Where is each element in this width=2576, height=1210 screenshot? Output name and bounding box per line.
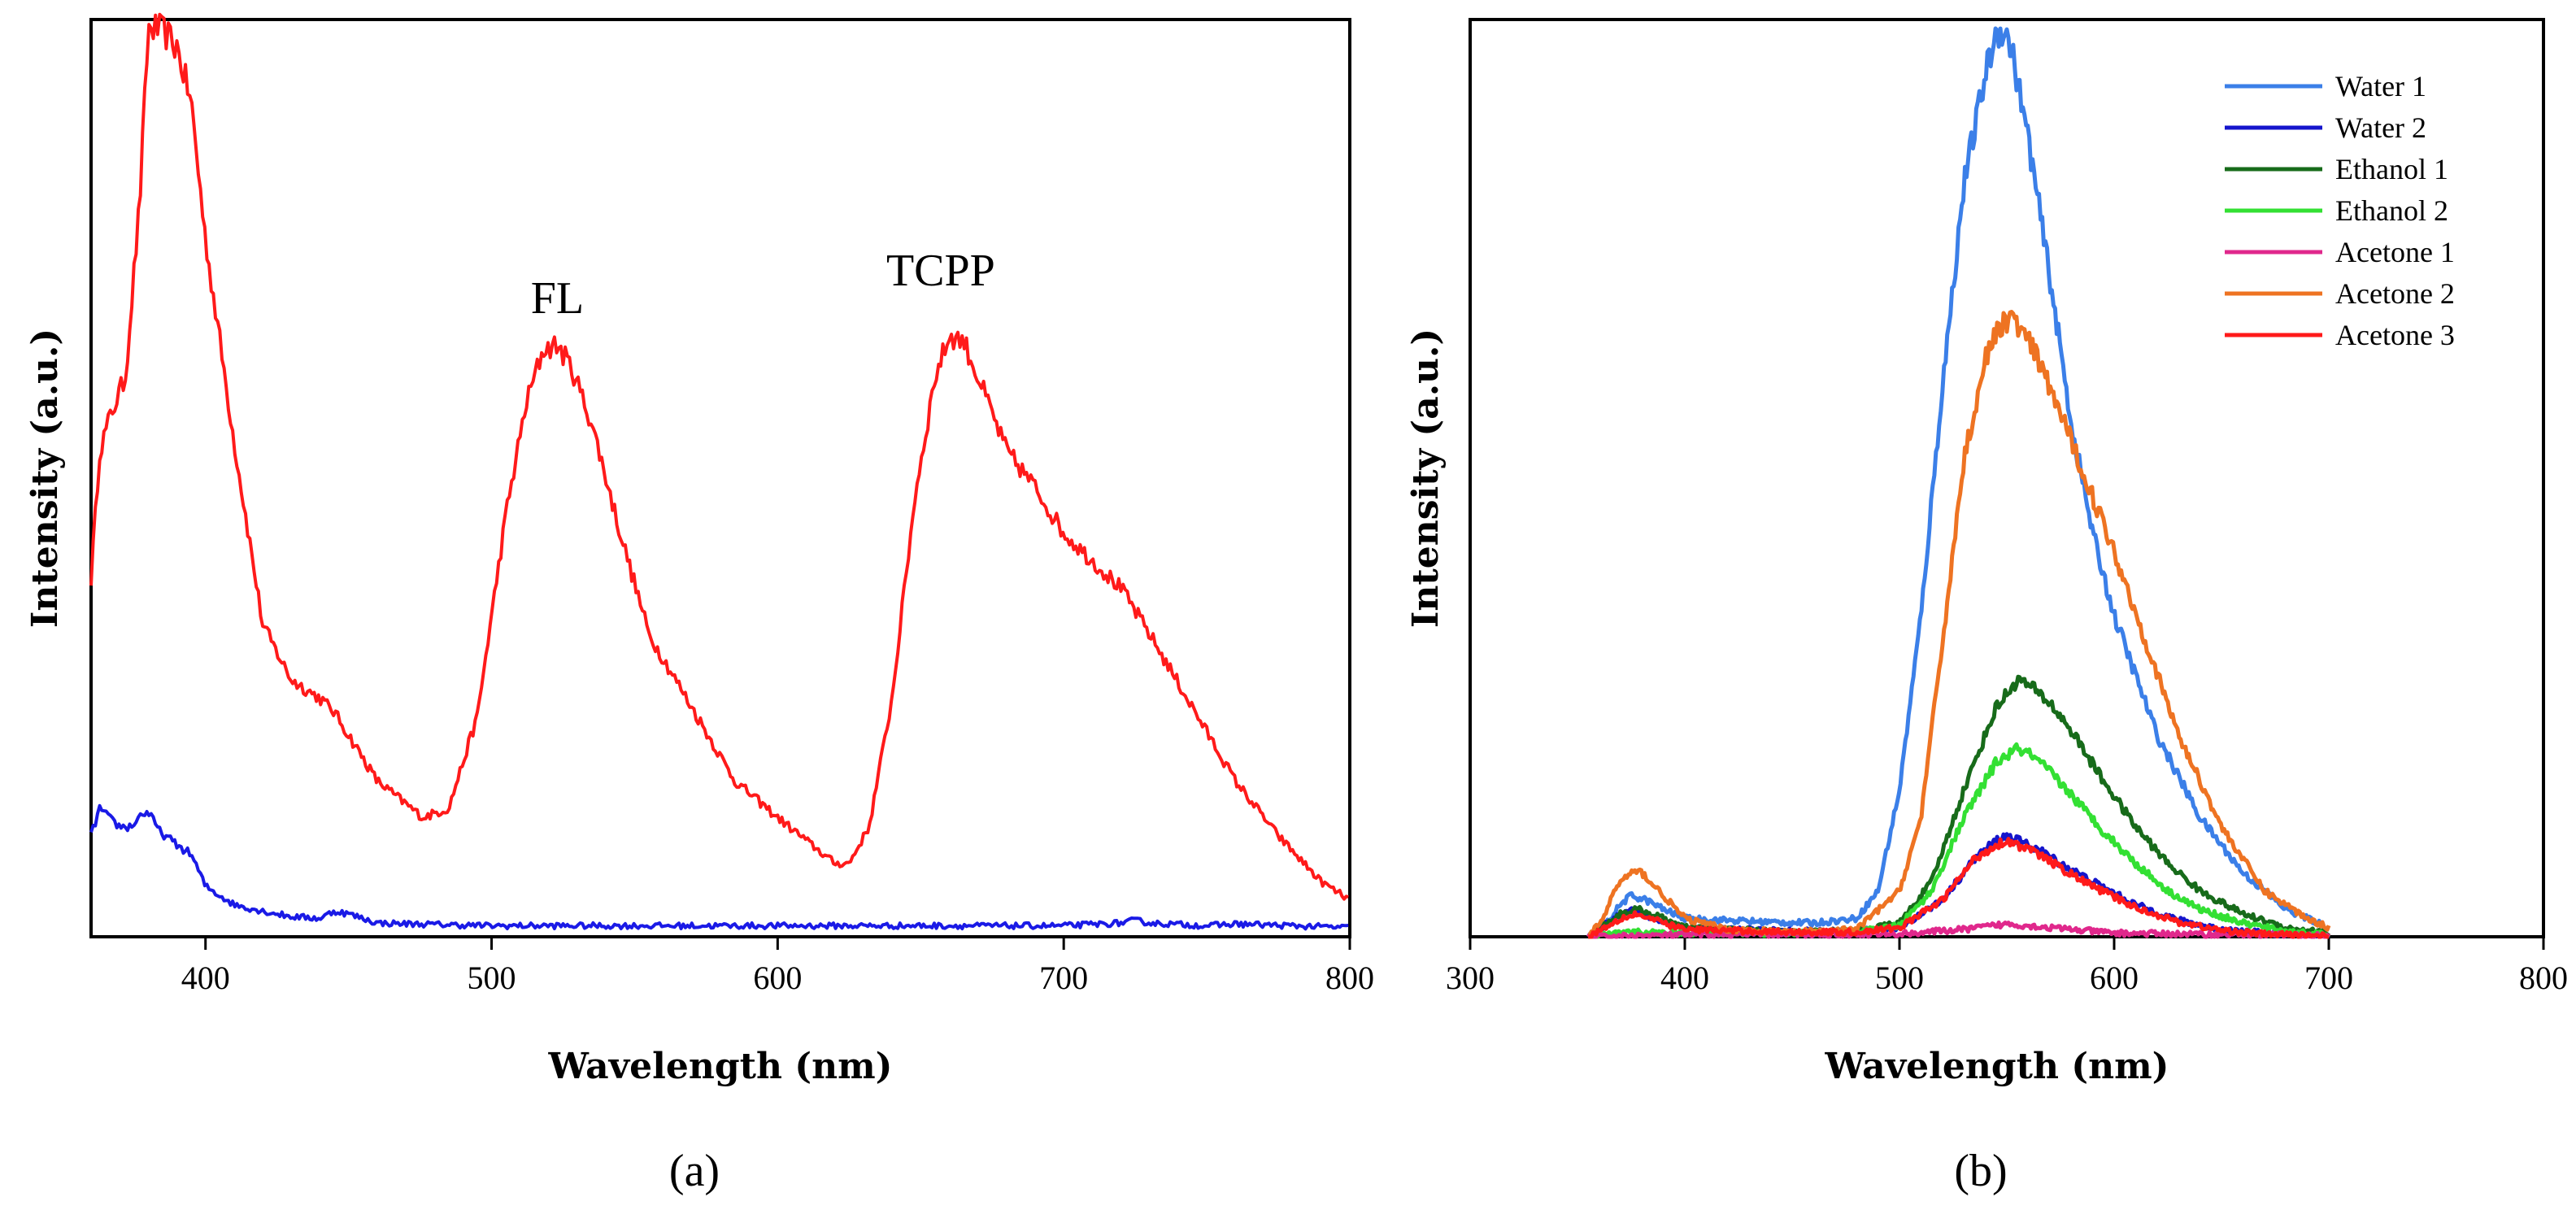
legend-label-water-1: Water 1 [2335,70,2426,102]
legend-label-acetone-2: Acetone 2 [2335,277,2455,310]
panel-b-x-axis-label: Wavelength (nm) [1825,1046,2169,1087]
panel-a-y-axis-label: Intensity (a.u.) [24,329,66,628]
x-tick-label: 600 [2090,960,2139,996]
series-line-acetone-1 [1586,920,2331,939]
x-tick-label: 400 [1660,960,1709,996]
legend-label-ethanol-1: Ethanol 1 [2335,153,2448,185]
panel-a-x-axis-label: Wavelength (nm) [548,1046,893,1087]
panel-a-series [89,12,1349,931]
panel-b-legend: Water 1 Water 2 Ethanol 1 Ethanol 2 Acetone … [2225,70,2455,351]
legend-label-acetone-1: Acetone 1 [2335,236,2455,268]
series-line-blue [89,803,1349,931]
panel-b-caption: (b) [1954,1146,2007,1196]
panel-a-annotations: NDCFLTCPP [531,246,995,324]
x-tick-label: 800 [2519,960,2568,996]
panel-b-x-ticks: 300 400 500 600 700 800 [1446,937,2568,996]
series-line-acetone-3 [1587,837,2330,939]
legend-label-ethanol-2: Ethanol 2 [2335,194,2448,227]
peak-label-fl: FL [531,273,584,324]
x-tick-label: 300 [1446,960,1495,996]
peak-label-tcpp: TCPP [886,246,995,296]
panel-b-series [1586,26,2331,939]
x-tick-label: 500 [468,960,516,996]
panel-b-plot-frame [1469,18,2545,938]
legend-label-water-2: Water 2 [2335,111,2426,144]
series-line-red [89,12,1349,901]
panel-a-x-ticks: 400 500 600 700 800 [181,937,1374,996]
panel-b-y-axis-label: Intensity (a.u.) [1405,329,1447,628]
x-tick-label: 700 [1039,960,1088,996]
x-tick-label: 600 [753,960,802,996]
panel-a-caption: (a) [669,1146,720,1196]
x-tick-label: 500 [1875,960,1924,996]
x-tick-label: 700 [2304,960,2353,996]
panel-a-plot-frame [89,18,1351,938]
x-tick-label: 400 [181,960,230,996]
x-tick-label: 800 [1325,960,1374,996]
panel-b-chart: 300 400 500 600 700 800 Water 1 Water 2 Ethanol… [1405,18,2568,1196]
series-line-acetone-2 [1587,310,2331,937]
legend-label-acetone-3: Acetone 3 [2335,319,2455,351]
